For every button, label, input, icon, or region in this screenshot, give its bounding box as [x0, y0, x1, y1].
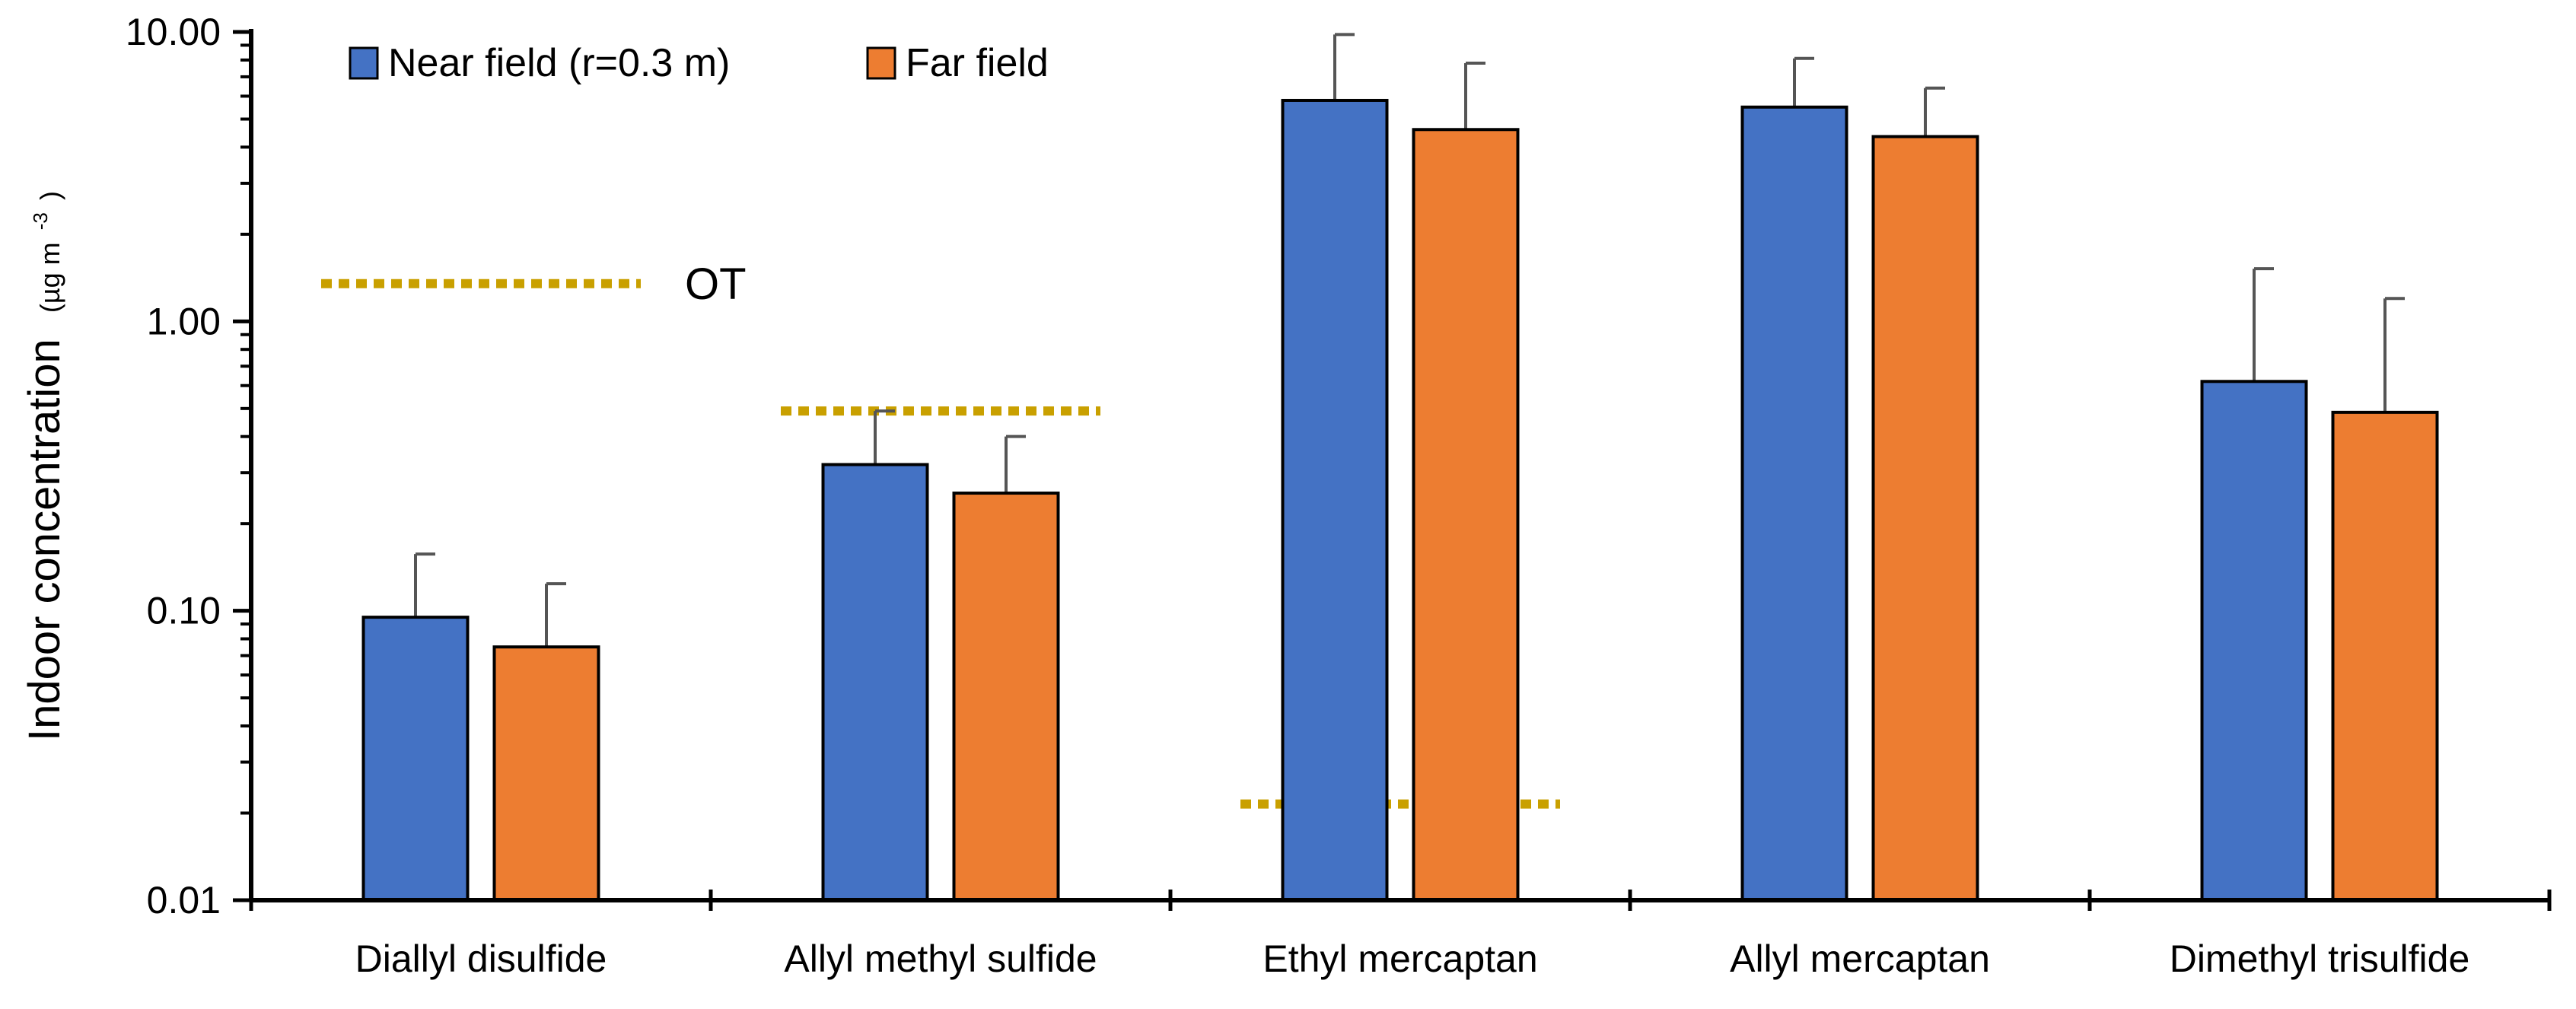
legend-label-0: Near field (r=0.3 m): [388, 41, 730, 85]
y-tick-label-0: 0.01: [147, 879, 221, 921]
x-category-label-1: Allyl methyl sulfide: [784, 937, 1097, 980]
bar-far-field-4: [2331, 410, 2439, 902]
legend-swatch-0: [349, 46, 379, 80]
legend: Near field (r=0.3 m) Far field: [349, 41, 1049, 85]
y-axis-label: Indoor concentration (µg m -3 ): [8, 191, 69, 741]
odor-threshold-label: OT: [685, 259, 747, 309]
bar-near-field-2: [1281, 98, 1389, 902]
bar-near-field-4: [2200, 380, 2308, 902]
axes-layer: 0.01 0.10 1.00 10.00 Diallyl disulfide Allyl …: [126, 11, 2552, 980]
bar-far-field-3: [1871, 135, 1979, 902]
bar-far-field-1: [952, 492, 1060, 902]
y-axis-label-main: Indoor concentration: [20, 339, 69, 741]
bar-near-field-3: [1740, 105, 1848, 902]
y-tick-label-3: 10.00: [126, 11, 221, 53]
x-category-label-3: Allyl mercaptan: [1730, 937, 1990, 980]
y-axis-unit-suffix: ): [34, 191, 65, 200]
bar-near-field-0: [361, 616, 470, 902]
y-axis-unit-prefix: (µg m: [34, 242, 65, 313]
x-category-label-2: Ethyl mercaptan: [1263, 937, 1537, 980]
legend-swatch-1: [866, 46, 896, 80]
bar-layer: [361, 98, 2439, 902]
bar-near-field-1: [821, 463, 929, 902]
x-category-label-0: Diallyl disulfide: [355, 937, 607, 980]
bar-far-field-0: [492, 645, 600, 902]
y-tick-label-2: 1.00: [147, 300, 221, 342]
legend-label-1: Far field: [906, 41, 1049, 85]
error-bar-layer: [414, 33, 2405, 648]
text-layer: OT Indoor concentration (µg m -3 ): [8, 191, 747, 741]
y-axis-unit-sup: -3: [29, 212, 52, 230]
x-category-label-4: Dimethyl trisulfide: [2170, 937, 2470, 980]
bar-far-field-2: [1412, 128, 1520, 902]
y-tick-label-1: 0.10: [147, 590, 221, 632]
